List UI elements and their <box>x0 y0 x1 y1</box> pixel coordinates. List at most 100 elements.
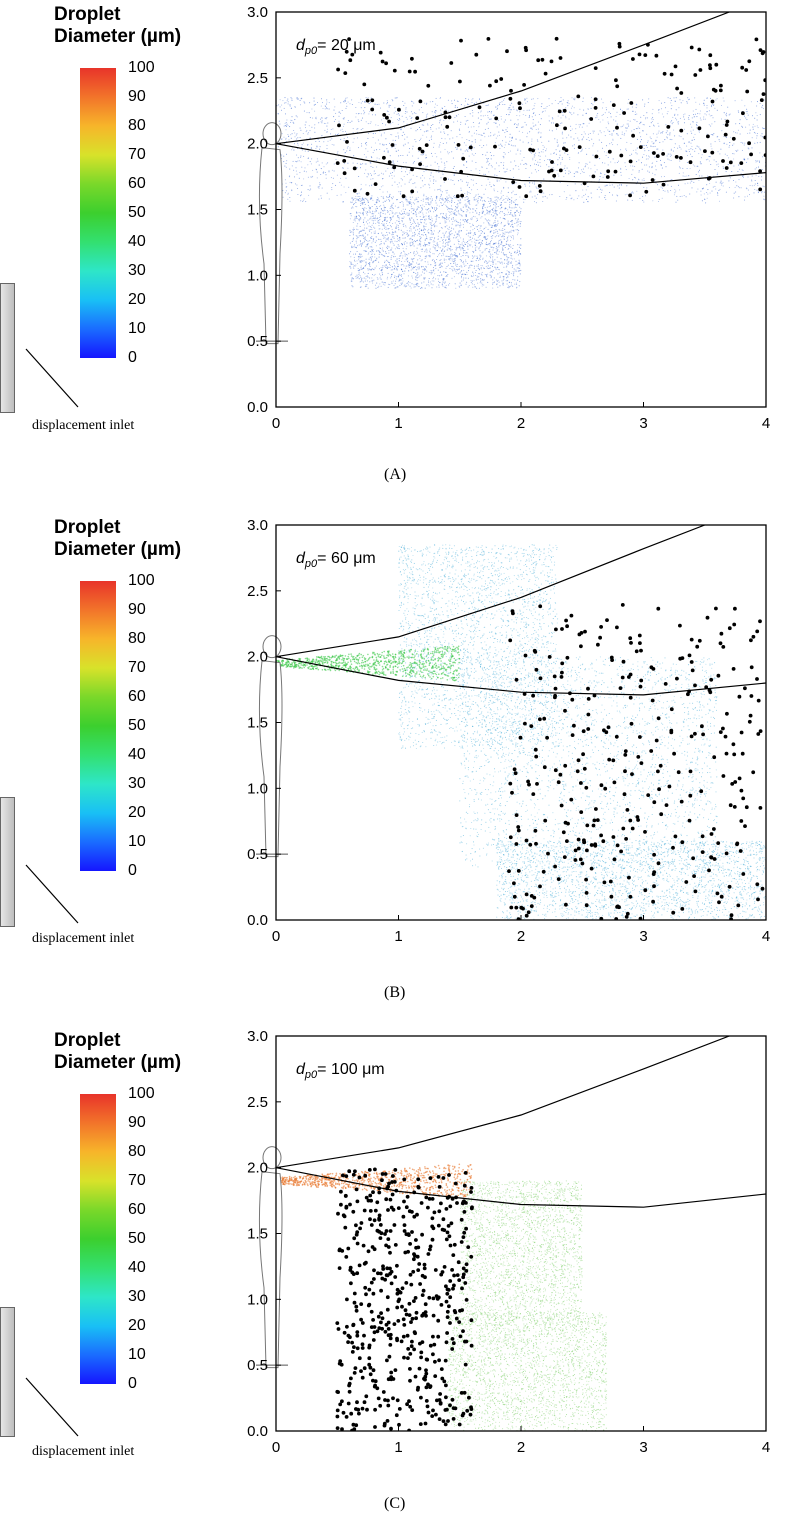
droplet-dot <box>448 1403 452 1407</box>
droplet-dot <box>488 84 492 88</box>
droplet-dot <box>639 685 643 689</box>
droplet-dot <box>619 850 623 854</box>
droplet-dot <box>609 880 613 884</box>
droplet-dot <box>411 1317 415 1321</box>
droplet-dot <box>564 619 568 623</box>
droplet-dot <box>336 1390 340 1394</box>
droplet-dot <box>418 162 422 166</box>
y-tick-label: 1.5 <box>247 715 268 732</box>
droplet-dot <box>617 905 621 909</box>
droplet-dot <box>628 819 632 823</box>
droplet-cloud <box>275 97 766 289</box>
droplet-dot <box>390 1206 394 1210</box>
droplet-dot <box>446 1310 450 1314</box>
droplet-dot <box>719 84 723 88</box>
droplet-dot <box>707 869 711 873</box>
droplet-dot <box>349 1412 353 1416</box>
droplet-dot <box>553 696 557 700</box>
droplet-dot <box>732 623 736 627</box>
plot-frame <box>276 12 766 407</box>
droplet-dot <box>445 1292 449 1296</box>
droplet-dot <box>623 753 627 757</box>
droplet-dot <box>462 1273 466 1277</box>
droplet-dot <box>381 1267 385 1271</box>
droplet-dot <box>444 1408 448 1412</box>
droplet-dot <box>447 1224 451 1228</box>
droplet-dot <box>368 1217 372 1221</box>
droplet-dot <box>351 1350 355 1354</box>
droplet-dot <box>725 752 729 756</box>
droplet-dot <box>410 1344 414 1348</box>
droplet-dot <box>449 1244 453 1248</box>
droplet-dot <box>747 59 751 63</box>
droplet-dot <box>388 160 392 164</box>
droplet-dot <box>651 699 655 703</box>
droplet-dot <box>338 1359 342 1363</box>
droplet-dot <box>624 837 628 841</box>
droplet-dot <box>701 733 705 737</box>
droplet-dot <box>566 656 570 660</box>
droplet-dot <box>505 49 509 53</box>
droplet-dot <box>733 780 737 784</box>
droplet-dot <box>336 1415 340 1419</box>
large-droplets <box>507 603 764 921</box>
droplet-dot <box>652 667 656 671</box>
droplet-dot <box>363 1400 367 1404</box>
droplet-dot <box>347 1334 351 1338</box>
droplet-dot <box>621 603 625 607</box>
droplet-dot <box>470 1344 474 1348</box>
droplet-dot <box>743 686 747 690</box>
droplet-dot <box>725 123 729 127</box>
droplet-dot <box>445 1331 449 1335</box>
droplet-dot <box>444 1359 448 1363</box>
droplet-dot <box>385 1323 389 1327</box>
droplet-dot <box>364 1292 368 1296</box>
droplet-dot <box>688 654 692 658</box>
droplet-dot <box>528 148 532 152</box>
droplet-dot <box>424 1310 428 1314</box>
droplet-dot <box>379 1321 383 1325</box>
droplet-dot <box>428 1248 432 1252</box>
droplet-dot <box>675 87 679 91</box>
droplet-dot <box>408 1302 412 1306</box>
droplet-dot <box>646 793 650 797</box>
large-droplets <box>335 1168 474 1433</box>
droplet-dot <box>559 56 563 60</box>
droplet-dot <box>607 725 611 729</box>
droplet-dot <box>714 89 718 93</box>
x-tick-label: 1 <box>394 928 402 945</box>
droplet-dot <box>355 1334 359 1338</box>
droplet-dot <box>363 1366 367 1370</box>
droplet-dot <box>359 1302 363 1306</box>
droplet-dot <box>366 192 370 196</box>
droplet-dot <box>377 1191 381 1195</box>
droplet-dot <box>585 824 589 828</box>
droplet-dot <box>376 1329 380 1333</box>
droplet-dot <box>519 736 523 740</box>
colorbar-tick-label: 30 <box>128 1289 146 1305</box>
droplet-dot <box>525 893 529 897</box>
droplet-dot <box>445 1340 449 1344</box>
plot-frame <box>276 1036 766 1431</box>
droplet-dot <box>367 1356 371 1360</box>
droplet-dot <box>459 1335 463 1339</box>
droplet-dot <box>554 628 558 632</box>
droplet-dot <box>563 109 567 113</box>
panel-b: Droplet Diameter (µm) displacement inlet… <box>0 511 800 1011</box>
droplet-dot <box>599 625 603 629</box>
droplet-dot <box>405 1205 409 1209</box>
droplet-dot <box>542 870 546 874</box>
colorbar-title-line1: Droplet <box>54 1030 181 1052</box>
droplet-dot <box>343 1215 347 1219</box>
droplet-dot <box>389 1337 393 1341</box>
droplet-dot <box>418 1282 422 1286</box>
droplet-dot <box>402 1200 406 1204</box>
droplet-dot <box>364 1394 368 1398</box>
droplet-dot <box>576 95 580 99</box>
droplet-dot <box>396 1319 400 1323</box>
colorbar-tick-label: 100 <box>128 60 155 76</box>
droplet-dot <box>430 1414 434 1418</box>
droplet-dot <box>624 749 628 753</box>
droplet-dot <box>605 618 609 622</box>
droplet-dot <box>732 137 736 141</box>
